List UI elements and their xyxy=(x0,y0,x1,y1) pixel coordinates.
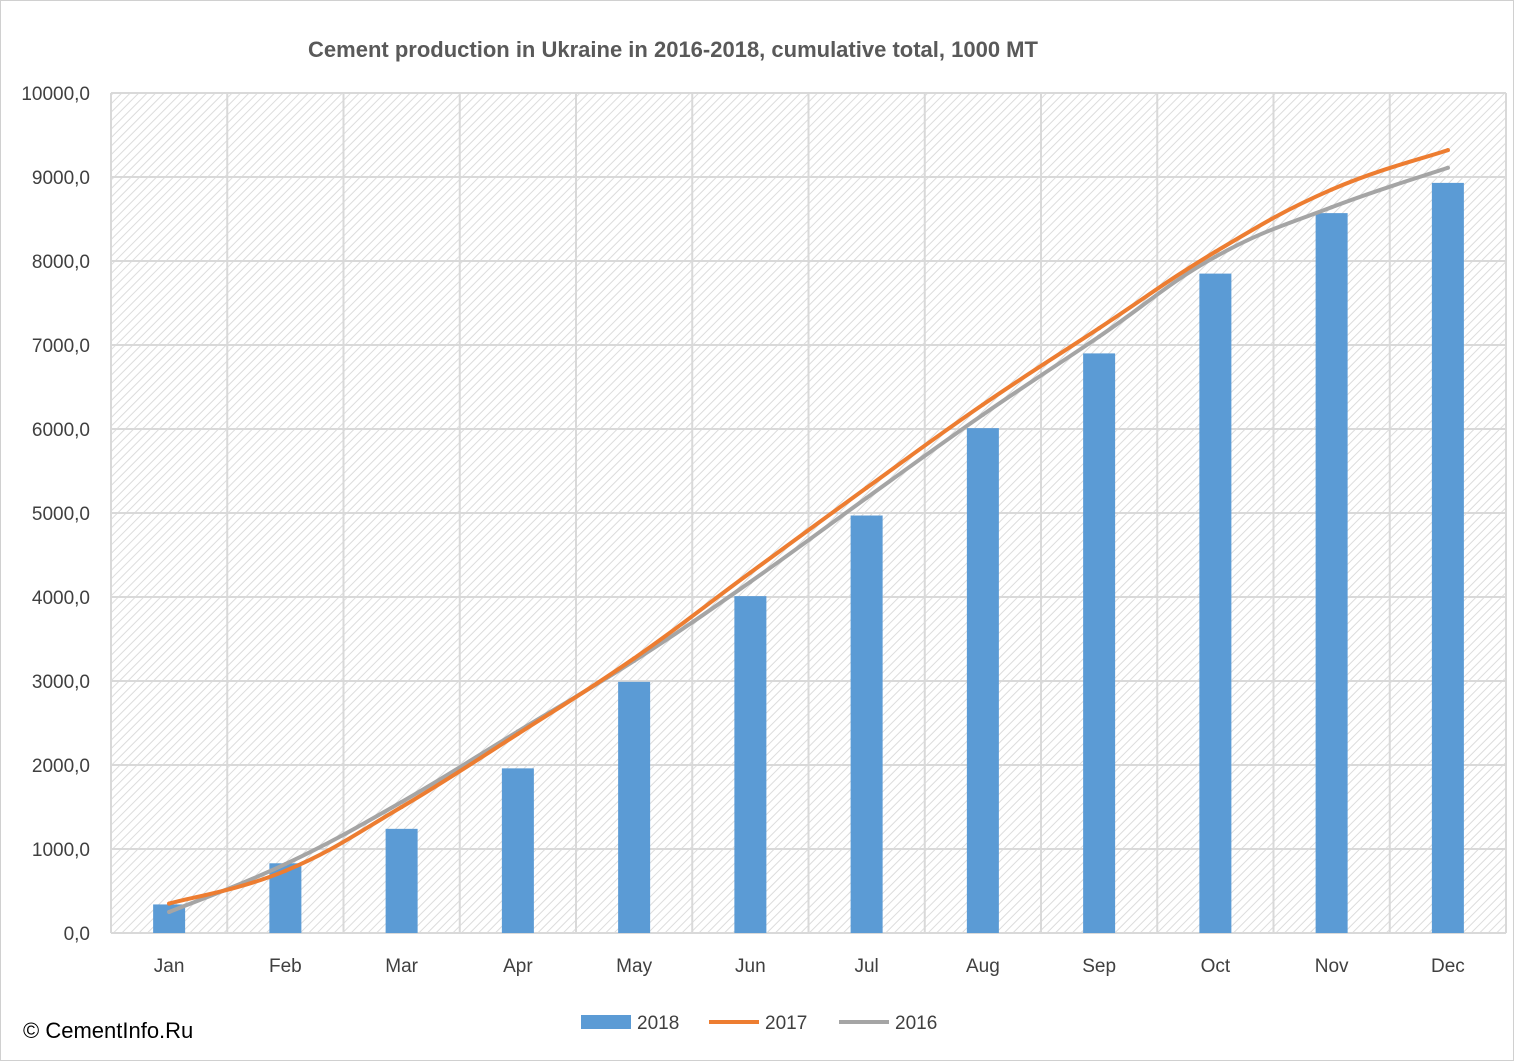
point-2016-feb xyxy=(283,862,288,867)
line-series-2016 xyxy=(167,165,1450,914)
x-tick-label: Sep xyxy=(1082,956,1116,977)
bar-2018-jul xyxy=(850,515,883,933)
y-tick-label: 10000,0 xyxy=(21,84,90,105)
bar-2018-dec xyxy=(1431,182,1464,933)
point-2017-jan xyxy=(167,901,172,906)
point-2017-oct xyxy=(1213,249,1218,254)
bar-2018-jun xyxy=(734,596,767,933)
point-2016-sep xyxy=(1097,334,1102,339)
y-axis-ticks: 0,0 1000,0 2000,0 3000,0 4000,0 5000,0 6000,0 7… xyxy=(21,84,90,945)
x-tick-label: Mar xyxy=(385,956,418,977)
y-tick-label: 6000,0 xyxy=(32,420,90,441)
point-2016-jan xyxy=(167,910,172,914)
chart-title: Cement production in Ukraine in 2016-201… xyxy=(308,37,1038,62)
point-2017-nov xyxy=(1329,187,1334,192)
point-2017-jul xyxy=(864,485,869,490)
point-2017-jun xyxy=(748,570,753,575)
point-2016-dec xyxy=(1445,165,1450,170)
y-tick-label: 9000,0 xyxy=(32,168,90,189)
point-2016-nov xyxy=(1329,205,1334,210)
lines-layer xyxy=(167,148,1450,914)
bar-2018-nov xyxy=(1315,213,1348,933)
bar-2018-may xyxy=(618,681,651,933)
copyright-text: © CementInfo.Ru xyxy=(23,1018,193,1043)
point-2017-sep xyxy=(1097,326,1102,331)
x-tick-label: Aug xyxy=(966,956,1000,977)
point-2017-may xyxy=(632,656,637,661)
point-2017-apr xyxy=(515,731,520,736)
y-tick-label: 3000,0 xyxy=(32,672,90,693)
bar-2018-aug xyxy=(966,428,999,933)
y-tick-label: 0,0 xyxy=(64,924,90,945)
point-2016-oct xyxy=(1213,254,1218,259)
x-axis-ticks: Jan Feb Mar Apr May Jun Jul Aug Sep Oct Nov Dec xyxy=(154,956,1465,977)
legend-swatch-2018 xyxy=(581,1015,631,1029)
point-2017-mar xyxy=(399,805,404,809)
legend: 2018 2017 2016 xyxy=(581,1013,937,1034)
bar-2018-mar xyxy=(385,828,418,933)
bar-2018-apr xyxy=(501,768,534,933)
x-tick-label: Feb xyxy=(269,956,302,977)
y-tick-label: 8000,0 xyxy=(32,252,90,273)
y-tick-label: 4000,0 xyxy=(32,588,90,609)
x-tick-label: Nov xyxy=(1315,956,1349,977)
y-tick-label: 1000,0 xyxy=(32,840,90,861)
legend-label-2018: 2018 xyxy=(637,1013,679,1034)
line-series-2017 xyxy=(167,148,1450,906)
grid-layer xyxy=(110,92,1507,934)
x-tick-label: Oct xyxy=(1201,956,1231,977)
x-tick-label: Dec xyxy=(1431,956,1465,977)
y-tick-label: 7000,0 xyxy=(32,336,90,357)
x-tick-label: Apr xyxy=(503,956,533,977)
x-tick-label: Jun xyxy=(735,956,766,977)
point-2016-jul xyxy=(864,495,869,500)
x-tick-label: Jul xyxy=(854,956,878,977)
legend-label-2017: 2017 xyxy=(765,1013,807,1034)
x-tick-label: Jan xyxy=(154,956,185,977)
point-2017-aug xyxy=(980,402,985,407)
point-2016-aug xyxy=(980,412,985,417)
point-2017-feb xyxy=(283,868,288,873)
bar-2018-sep xyxy=(1083,353,1116,933)
y-tick-label: 2000,0 xyxy=(32,756,90,777)
bar-2018-oct xyxy=(1199,273,1232,934)
y-tick-label: 5000,0 xyxy=(32,504,90,525)
legend-label-2016: 2016 xyxy=(895,1013,937,1034)
point-2016-jun xyxy=(748,579,753,584)
point-2017-dec xyxy=(1445,148,1450,153)
bars-layer xyxy=(153,182,1464,934)
point-2016-mar xyxy=(399,799,404,804)
x-tick-label: May xyxy=(616,956,652,977)
